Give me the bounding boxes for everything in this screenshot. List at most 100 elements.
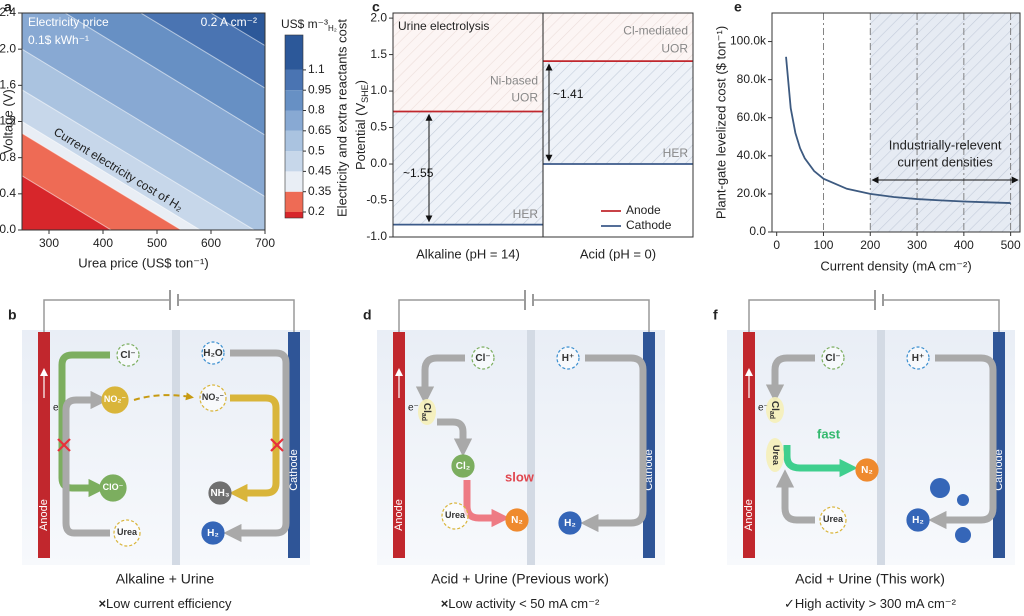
anode <box>38 332 50 558</box>
reaction-arrow <box>437 418 473 457</box>
colorbar-block <box>285 191 303 212</box>
colorbar-block <box>285 130 303 152</box>
annotation: Industrially-relevent <box>889 137 1002 152</box>
species <box>505 508 529 532</box>
x-tick-label: Acid (pH = 0) <box>580 246 656 261</box>
species-label: Urea <box>823 514 844 524</box>
note: ×Low activity < 50 mA cm⁻² <box>441 596 600 611</box>
species-text: Cl⁻ <box>825 353 840 364</box>
species-label: Cl⁻ <box>475 353 490 364</box>
species-text: NO₂⁻ <box>202 392 224 402</box>
annotation: ~1.55 <box>403 166 434 180</box>
y-tick-label: -0.5 <box>366 193 387 207</box>
electron-arrow-head <box>40 368 48 376</box>
cell <box>22 330 310 565</box>
y-tick-label: 1.5 <box>370 47 387 61</box>
contour-line <box>139 13 265 89</box>
note-mark: × <box>98 596 106 611</box>
x-tick-label: 400 <box>954 238 974 252</box>
species-label: ClO⁻ <box>103 482 124 492</box>
species <box>451 454 475 478</box>
membrane <box>877 330 885 565</box>
annotation: Electricity price <box>28 15 109 29</box>
y-axis-label-sub: SHE <box>360 84 370 103</box>
species-text: Urea <box>823 514 844 524</box>
species-text: N₂ <box>511 515 523 526</box>
x-tick-label: Alkaline (pH = 14) <box>416 246 520 261</box>
species-text: NO₂⁻ <box>104 394 126 404</box>
anode-label: Anode <box>393 499 405 531</box>
y-tick-label: 1.6 <box>0 78 16 92</box>
contour-line <box>22 48 265 197</box>
x-axis-label: Current density (mA cm⁻²) <box>820 258 971 273</box>
species <box>819 506 847 534</box>
species-label: H₂O <box>203 348 223 359</box>
species-text: NH₃ <box>210 488 229 499</box>
colorbar-frame <box>284 34 304 219</box>
species-label: Urea <box>771 445 781 466</box>
annotation: HER <box>663 146 689 160</box>
panel-letter: e <box>734 0 742 15</box>
panel-letter: d <box>363 307 372 323</box>
species-text: Urea <box>445 510 466 520</box>
species <box>906 508 930 532</box>
annotation: current densities <box>897 154 993 169</box>
region-gap <box>543 61 693 165</box>
y-tick-label: 0.0 <box>0 222 16 236</box>
colorbar-tick-label: 0.45 <box>308 164 332 178</box>
electron-arrow-head <box>395 368 403 376</box>
panel-letter: a <box>4 0 12 15</box>
reaction-arrow <box>223 349 290 543</box>
species <box>101 386 129 414</box>
species-label: Cl⁻ <box>120 350 135 361</box>
colorbar-block <box>285 35 303 70</box>
colorbar-tick-label: 1.1 <box>308 62 325 76</box>
species <box>113 519 141 547</box>
reaction-arrow <box>580 354 647 533</box>
y-tick-label: 20.0k <box>737 186 767 200</box>
species-label: NH₃ <box>210 488 229 499</box>
region-gap <box>393 111 543 225</box>
colorbar-block <box>285 171 303 192</box>
species-text: Cl⁻ <box>475 353 490 364</box>
species <box>201 341 225 365</box>
diagram: b Anode Cathode e⁻ Cl⁻ NO₂⁻ H₂O NO₂⁻ ClO⁻ NH₃ Urea… <box>8 290 310 611</box>
adsorbed-species <box>766 397 784 423</box>
species <box>99 474 127 502</box>
reaction-arrow <box>62 390 110 537</box>
species-text: N₂ <box>861 465 873 476</box>
annotation: Urine electrolysis <box>398 19 489 33</box>
y-axis-label-part: Potential (V <box>353 102 368 170</box>
species-text: Cl₂ <box>456 461 470 472</box>
h2-bubble <box>930 478 950 498</box>
species <box>199 384 227 412</box>
species-label: H₂ <box>912 515 924 526</box>
species-label: Urea <box>117 527 138 537</box>
caption: Alkaline + Urine <box>116 571 215 587</box>
x-axis-label: Urea price (US$ ton⁻¹) <box>78 255 208 270</box>
species <box>556 346 580 370</box>
species-label: Cl⁻ <box>825 353 840 364</box>
species-text: Urea <box>117 527 138 537</box>
colorbar-tick-label: 0.8 <box>308 103 325 117</box>
wire <box>748 299 1000 332</box>
legend-label: Cathode <box>626 218 672 232</box>
y-axis-label: Plant-gate levelized cost ($ ton⁻¹) <box>713 26 728 219</box>
colorbar-block <box>285 151 303 172</box>
colorbar-label: Electricity and extra reactants cost <box>334 19 349 217</box>
cost-line <box>785 56 1011 204</box>
colorbar-block <box>285 110 303 131</box>
cathode <box>288 332 300 558</box>
x-tick-label: 500 <box>1001 238 1021 252</box>
colorbar-block <box>285 90 303 111</box>
y-tick-label: 40.0k <box>737 148 767 162</box>
note-text: Low current efficiency <box>106 596 232 611</box>
anode <box>393 332 405 558</box>
caption: Acid + Urine (Previous work) <box>431 571 609 587</box>
species <box>441 502 469 530</box>
region-above <box>543 13 693 62</box>
y-axis-label: Voltage (V) <box>0 89 15 153</box>
species-label: NO₂⁻ <box>104 394 126 404</box>
electron-arrow-head <box>745 368 753 376</box>
y-tick-label: 1.2 <box>0 114 16 128</box>
